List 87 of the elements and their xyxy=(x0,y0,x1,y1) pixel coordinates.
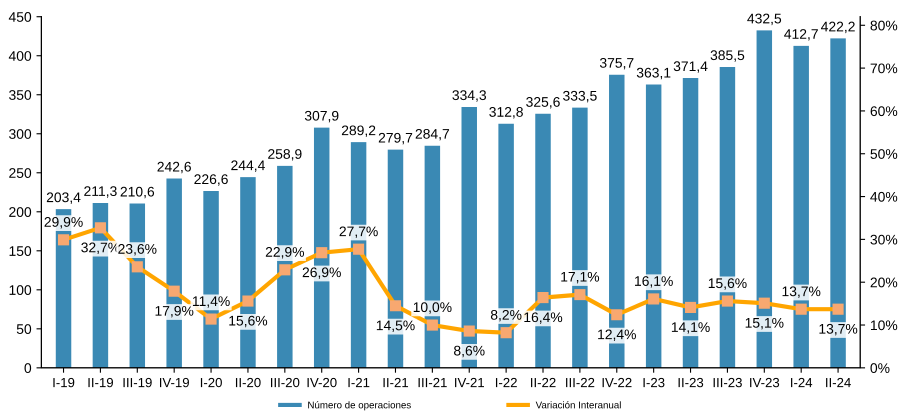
y-tick-label: 200 xyxy=(9,207,32,217)
y-tick-label: 100 xyxy=(10,285,32,295)
y-tick-label: 450 xyxy=(8,12,32,22)
data-label: 23,6% xyxy=(118,244,156,256)
data-label: 375,7 xyxy=(600,58,634,70)
data-label: 432,5 xyxy=(747,14,782,26)
legend-label: Número de operaciones xyxy=(308,401,411,410)
x-tick-label: II-20 xyxy=(236,378,261,388)
x-tick-label: I-19 xyxy=(53,378,74,388)
x-tick-label: IV-22 xyxy=(602,378,632,388)
data-label: 17,1% xyxy=(561,272,600,284)
data-label: 29,9% xyxy=(44,217,83,229)
data-label: 12,4% xyxy=(598,329,636,341)
x-tick-label: I-24 xyxy=(791,378,812,388)
x-tick-label: II-19 xyxy=(88,378,113,388)
data-label: 412,7 xyxy=(784,29,818,41)
y2-tick-label: 30% xyxy=(870,234,898,245)
x-tick-label: II-21 xyxy=(383,378,408,388)
data-label: 210,6 xyxy=(120,186,154,198)
x-tick-label: I-20 xyxy=(200,378,222,388)
data-label: 17,9% xyxy=(156,306,194,318)
y-tick-label: 350 xyxy=(9,90,32,100)
data-label: 14,5% xyxy=(376,320,415,332)
y-tick-label: 300 xyxy=(9,129,32,139)
data-label: 32,7% xyxy=(81,242,120,254)
x-tick-label: II-24 xyxy=(826,378,851,388)
data-label: 16,4% xyxy=(524,312,562,324)
data-label: 10,0% xyxy=(414,302,452,314)
data-label: 422,2 xyxy=(821,22,855,34)
data-label: 14,1% xyxy=(672,322,710,334)
x-tick-label: IV-23 xyxy=(750,378,780,388)
data-label: 16,1% xyxy=(635,276,673,288)
data-label: 22,9% xyxy=(266,247,304,258)
data-label: 203,4 xyxy=(46,192,81,204)
x-tick-label: I-23 xyxy=(644,378,664,388)
data-label: 385,5 xyxy=(710,50,744,62)
data-label: 15,1% xyxy=(746,318,784,330)
y2-tick-label: 60% xyxy=(870,106,898,116)
x-tick-label: III-21 xyxy=(418,378,447,388)
legend-label: Variación Interanual xyxy=(536,401,621,408)
data-label: 279,7 xyxy=(378,132,412,144)
data-label: 8,6% xyxy=(454,346,485,358)
x-tick-label: II-22 xyxy=(531,378,556,388)
data-label: 226,6 xyxy=(194,174,228,186)
data-label: 312,8 xyxy=(489,107,523,118)
y2-tick-label: 50% xyxy=(870,149,898,159)
x-tick-label: III-19 xyxy=(123,378,152,388)
data-label: 334,3 xyxy=(452,90,486,102)
data-label: 211,3 xyxy=(84,186,117,198)
y2-tick-label: 10% xyxy=(870,320,898,330)
x-tick-label: I-21 xyxy=(348,378,370,388)
y-tick-label: 50 xyxy=(16,324,32,334)
x-tick-label: I-22 xyxy=(496,378,517,388)
data-label: 371,4 xyxy=(674,61,708,73)
data-label: 15,6% xyxy=(229,316,268,328)
y-tick-label: 400 xyxy=(8,51,32,61)
data-label: 8,2% xyxy=(490,310,522,322)
y-tick-label: 0 xyxy=(24,363,32,374)
data-label: 27,7% xyxy=(340,226,378,238)
y2-tick-label: 0% xyxy=(870,363,890,374)
y-tick-label: 250 xyxy=(9,168,32,178)
x-tick-label: III-22 xyxy=(566,378,594,388)
x-tick-label: III-20 xyxy=(271,378,300,388)
data-label: 325,6 xyxy=(526,97,560,109)
data-label: 333,5 xyxy=(563,90,597,102)
data-label: 13,7% xyxy=(819,324,858,336)
data-label: 363,1 xyxy=(636,68,670,80)
x-tick-label: IV-19 xyxy=(160,378,189,388)
data-label: 289,2 xyxy=(342,125,376,137)
data-label: 15,6% xyxy=(708,278,747,290)
data-label: 26,9% xyxy=(302,267,341,279)
y2-tick-label: 20% xyxy=(870,278,898,288)
data-label: 11,4% xyxy=(192,296,230,308)
x-tick-label: II-23 xyxy=(678,378,704,388)
data-label: 244,4 xyxy=(231,160,265,172)
y2-tick-label: 70% xyxy=(870,63,898,74)
data-label: 242,6 xyxy=(158,162,191,174)
data-label: 13,7% xyxy=(782,286,820,298)
data-label: 307,9 xyxy=(304,110,338,122)
data-label: 258,9 xyxy=(268,149,302,161)
x-tick-label: IV-21 xyxy=(455,378,484,388)
x-tick-label: III-23 xyxy=(714,378,742,388)
y2-tick-label: 40% xyxy=(870,192,898,202)
x-tick-label: IV-20 xyxy=(308,378,337,388)
y-tick-label: 150 xyxy=(10,246,32,256)
y2-tick-label: 80% xyxy=(870,20,898,30)
data-label: 284,7 xyxy=(416,128,450,140)
